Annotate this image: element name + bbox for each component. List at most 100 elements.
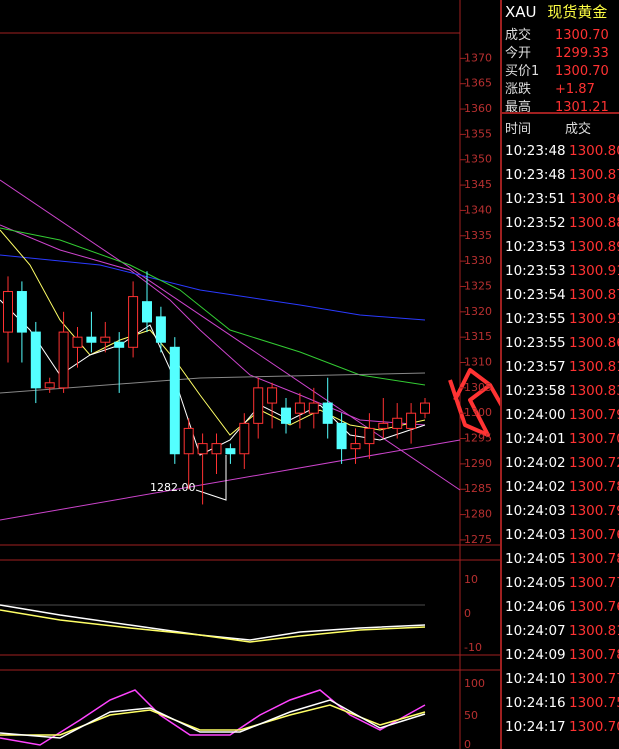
trade-price: 1300.81 [569, 359, 619, 375]
trade-price: 1300.77 [569, 671, 619, 687]
y-tick-label: 100 [464, 677, 485, 690]
ma-line [0, 227, 426, 386]
header: XAU 现货黄金 [505, 1, 607, 22]
candle-body [183, 427, 194, 455]
trade-time: 10:24:07 [505, 623, 566, 639]
y-tick-label: 1330 [464, 254, 492, 267]
candle-body [16, 291, 27, 333]
quote-value: 1299.33 [555, 46, 609, 61]
candle-body [378, 422, 389, 429]
trade-price: 1300.80 [569, 143, 619, 159]
trade-price: 1300.87 [569, 167, 619, 183]
trade-time: 10:23:48 [505, 143, 566, 159]
candle-body [197, 443, 208, 455]
candle-body [58, 331, 69, 389]
candle-body [239, 422, 250, 455]
candle-body [155, 316, 166, 343]
y-tick-label: 1335 [464, 229, 492, 242]
y-tick-label: 1325 [464, 279, 492, 292]
candle-body [420, 402, 430, 414]
quote-label: 涨跌 [505, 82, 532, 97]
trade-time: 10:24:17 [505, 719, 566, 735]
y-tick-label: 1350 [464, 153, 492, 166]
y-tick-label: 50 [464, 709, 478, 722]
trade-time: 10:24:03 [505, 503, 566, 519]
trade-time: 10:23:53 [505, 239, 566, 255]
candle-body [128, 296, 139, 348]
y-tick-label: 1320 [464, 305, 492, 318]
y-tick-label: 1305 [464, 381, 492, 394]
trade-price: 1300.72 [569, 455, 619, 471]
y-tick-label: 1275 [464, 533, 492, 546]
candle-body [364, 427, 375, 445]
trade-time: 10:24:05 [505, 575, 566, 591]
trade-price: 1300.76 [569, 527, 619, 543]
quote-label: 最高 [505, 100, 532, 115]
chart: 1275 1280 1285 1290 1295 1300 1305 1310 1315 1320… [0, 0, 500, 749]
y-tick-label: 1310 [464, 356, 492, 369]
y-tick-label: -10 [464, 641, 482, 654]
candle-body [30, 331, 41, 389]
trade-time: 10:24:05 [505, 551, 566, 567]
y-tick-label: 1355 [464, 127, 492, 140]
quote-label: 成交 [505, 28, 532, 43]
y-tick-label: 1360 [464, 102, 492, 115]
instrument-name: 现货黄金 [547, 3, 608, 21]
trade-time: 10:23:48 [505, 167, 566, 183]
ma-line [0, 254, 426, 321]
trade-price: 1300.83 [569, 383, 619, 399]
candle-body [142, 301, 152, 323]
candle-body [294, 402, 305, 414]
trade-time: 10:23:55 [505, 335, 566, 351]
trade-price: 1300.79 [569, 503, 619, 519]
candle-body [392, 417, 403, 429]
y-tick-label: 0 [464, 738, 471, 749]
trade-price: 1300.86 [569, 191, 619, 207]
trade-time: 10:24:01 [505, 431, 566, 447]
quote-value: 1300.70 [555, 64, 609, 79]
y-tick-label: 1295 [464, 432, 492, 445]
trade-time: 10:24:10 [505, 671, 566, 687]
ma-line [0, 229, 426, 436]
column-header: 时间 [505, 122, 532, 137]
annotation: 1282.00 [150, 481, 196, 494]
candle-body [100, 336, 111, 343]
quote-value: 1300.70 [555, 28, 609, 43]
y-tick-label: 1290 [464, 457, 492, 470]
quote-label: 今开 [505, 46, 532, 61]
trade-price: 1300.86 [569, 335, 619, 351]
trade-price: 1300.70 [569, 719, 619, 735]
quote-row: 最高 1301.21 [505, 96, 609, 115]
column-header: 成交 [565, 122, 592, 137]
y-tick-label: 10 [464, 573, 478, 586]
y-tick-label: 1340 [464, 203, 492, 216]
macd-line [0, 609, 426, 643]
candle-body [350, 443, 361, 450]
trade-time: 10:23:58 [505, 383, 566, 399]
trade-time: 10:23:53 [505, 263, 566, 279]
trade-price: 1300.81 [569, 623, 619, 639]
side-panel: XAU 现货黄金 成交 1300.70 今开 1299.33 买价1 1300.70 涨跌 +… [500, 0, 619, 749]
trade-price: 1300.78 [569, 479, 619, 495]
trade-time: 10:23:52 [505, 215, 566, 231]
candle-body [211, 443, 222, 455]
trend-line [0, 179, 461, 491]
table-header: 时间 成交 [505, 118, 591, 137]
trade-price: 1300.76 [569, 599, 619, 615]
trade-price: 1300.91 [569, 311, 619, 327]
